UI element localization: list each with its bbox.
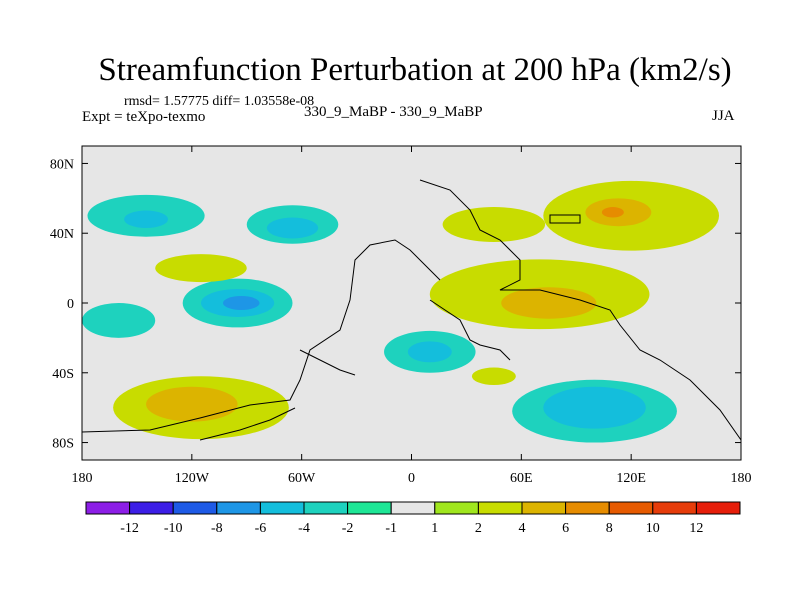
colorbar-label: 12 [689,521,703,536]
experiment-label: Expt = teXpo-texmo [82,109,206,125]
colorbar-label: -1 [385,521,397,536]
colorbar-swatch [85,501,131,515]
colorbar-label: -8 [211,521,223,536]
y-tick-label: 80N [50,157,74,172]
colorbar-swatch [608,501,654,515]
colorbar-label: -4 [298,521,310,536]
colorbar-label: -2 [342,521,354,536]
x-tick-label: 0 [408,471,415,486]
contour-region-sio-neg4 [543,386,646,429]
contour-region-spac-pos4 [146,386,238,422]
colorbar-label: 6 [562,521,569,536]
x-tick-label: 60W [288,471,316,486]
colorbar-label: 4 [519,521,526,536]
contour-region-nam-core [266,217,319,239]
colorbar-swatch [172,501,218,515]
contour-region-medit-pos [442,207,546,242]
x-tick-label: 120E [616,471,646,486]
colorbar-label: -10 [164,521,183,536]
colorbar-swatch [129,501,174,515]
contour-region-sio-pos [471,367,516,385]
coastlines [82,179,741,441]
colorbar-label: 1 [431,521,438,536]
colorbar-swatch [303,501,349,515]
colorbar-swatch [477,501,523,515]
y-tick-label: 80S [52,437,74,452]
x-axis: 180 120W 60W 0 60E 120E 180 [72,146,752,486]
colorbar-label: 2 [475,521,482,536]
contour-region-atl-neg4 [407,341,452,363]
comparison-label: 330_9_MaBP - 330_9_MaBP [304,104,483,120]
colorbar-label: -12 [120,521,139,536]
season-label: JJA [712,108,735,124]
y-tick-label: 40S [52,367,74,382]
x-tick-label: 180 [731,471,752,486]
contour-region-eq-pos4 [501,287,597,319]
colorbar-swatch [695,501,741,515]
contour-region-wpac-pos [155,254,247,283]
contour-region-spac-neg [82,303,156,338]
rmsd-stats: rmsd= 1.57775 diff= 1.03558e-08 [124,94,315,109]
contour-region-npac-core [124,210,169,228]
x-tick-label: 120W [175,471,210,486]
colorbar-swatch [390,501,436,515]
colorbar-label: 8 [606,521,613,536]
colorbar-swatch [347,501,392,515]
colorbar-swatch [216,501,261,515]
y-axis: 80N 40N 0 40S 80S [50,157,741,452]
chart-title: Streamfunction Perturbation at 200 hPa (… [98,52,732,88]
colorbar-label: -6 [255,521,267,536]
colorbar-swatch [259,501,305,515]
x-tick-label: 180 [72,471,93,486]
y-tick-label: 40N [50,227,74,242]
y-tick-label: 0 [67,297,74,312]
colorbar-swatch [565,501,610,515]
contour-fills [82,180,720,443]
contour-region-asia-pos6 [601,207,624,218]
colorbar-label: 10 [646,521,660,536]
colorbar: -12 -10 -8 -6 -4 -2 -1 1 2 4 6 8 10 12 [85,501,741,536]
contour-region-cpac-neg6 [222,296,260,310]
colorbar-swatch [434,501,479,515]
x-tick-label: 60E [510,471,533,486]
colorbar-swatch [652,501,697,515]
colorbar-swatch [521,501,567,515]
